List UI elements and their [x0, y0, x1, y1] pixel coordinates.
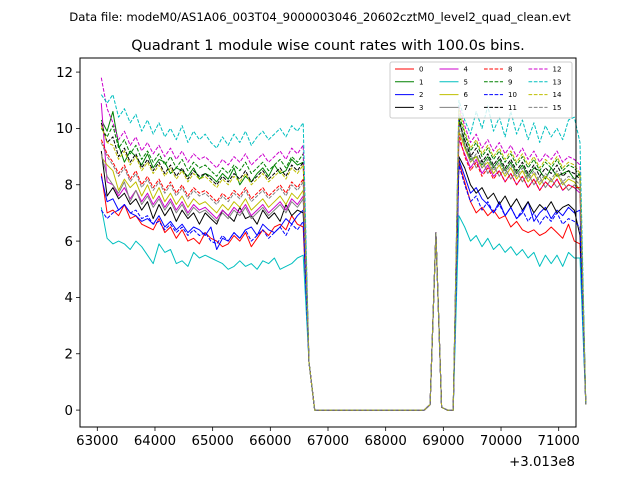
- y-tick-label: 6: [65, 235, 73, 250]
- y-tick-label: 4: [65, 291, 73, 306]
- plot-background: [80, 58, 576, 427]
- y-tick-label: 10: [56, 122, 73, 137]
- legend-label-7: 7: [464, 104, 468, 112]
- x-tick-label: 63000: [76, 434, 118, 449]
- legend-label-5: 5: [464, 78, 468, 86]
- legend-label-11: 11: [508, 104, 517, 112]
- legend-label-8: 8: [508, 66, 512, 74]
- x-offset-label: +3.013e8: [509, 455, 575, 470]
- x-axis: 63000 64000 65000 66000 67000 68000 69000 70000…: [76, 427, 580, 449]
- legend-label-2: 2: [419, 91, 423, 99]
- series-line-14: [100, 108, 587, 411]
- legend-label-14: 14: [553, 91, 562, 99]
- legend-label-1: 1: [419, 78, 423, 86]
- chart-subtitle: Data file: modeM0/AS1A06_003T04_90000030…: [69, 10, 571, 24]
- y-tick-label: 2: [65, 348, 73, 363]
- plot-area: [79, 57, 587, 428]
- x-tick-label: 64000: [134, 434, 176, 449]
- x-tick-label: 65000: [191, 434, 233, 449]
- legend-label-13: 13: [553, 78, 562, 86]
- series-group: [100, 77, 587, 411]
- legend-box: [389, 61, 573, 119]
- x-tick-label: 66000: [249, 434, 291, 449]
- legend-label-4: 4: [464, 66, 469, 74]
- x-tick-label: 69000: [422, 434, 464, 449]
- chart-title: Quadrant 1 module wise count rates with …: [131, 38, 525, 54]
- x-tick-label: 67000: [307, 434, 349, 449]
- legend-label-15: 15: [553, 104, 562, 112]
- x-tick-label: 68000: [365, 434, 407, 449]
- y-tick-label: 8: [65, 179, 73, 194]
- y-tick-label: 0: [65, 404, 73, 419]
- legend-label-12: 12: [553, 66, 562, 74]
- series-line-8: [100, 133, 587, 411]
- legend-label-10: 10: [508, 91, 517, 99]
- series-line-15: [100, 127, 587, 411]
- legend-label-9: 9: [508, 78, 512, 86]
- legend-label-3: 3: [419, 104, 423, 112]
- x-tick-label: 71000: [538, 434, 580, 449]
- y-axis: 0 2 4 6 8 10 12: [56, 66, 80, 419]
- y-tick-label: 12: [56, 66, 73, 81]
- legend-label-0: 0: [419, 66, 423, 74]
- legend-label-6: 6: [464, 91, 469, 99]
- x-tick-label: 70000: [480, 434, 522, 449]
